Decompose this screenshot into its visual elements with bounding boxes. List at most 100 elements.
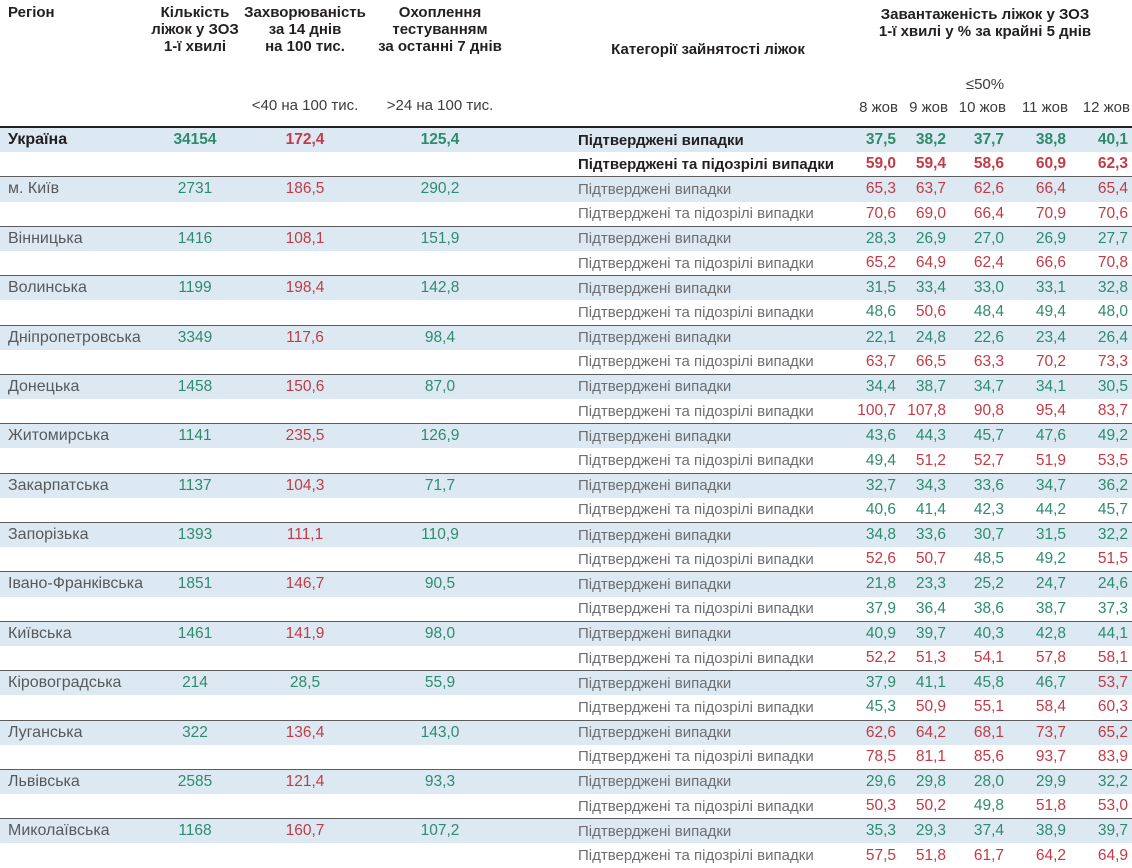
occupancy-value: 55,1	[973, 698, 1004, 716]
date-column-label: 12 жов	[1082, 99, 1130, 116]
category-label-suspected: Підтверджені та підозрілі випадки	[578, 748, 814, 766]
occupancy-value: 37,4	[973, 822, 1004, 840]
occupancy-value: 49,2	[1035, 550, 1066, 568]
suspected-row: Підтверджені та підозрілі випадки 52,6 50,…	[0, 547, 1132, 571]
category-label-confirmed: Підтверджені випадки	[578, 724, 732, 742]
occupancy-value: 50,7	[915, 550, 946, 568]
category-label-confirmed: Підтверджені випадки	[578, 131, 744, 149]
beds-value: 34154	[173, 131, 217, 149]
occupancy-value: 59,0	[865, 155, 896, 173]
occupancy-value: 29,8	[915, 772, 946, 790]
testing-value: 55,9	[424, 674, 456, 692]
region-block: Кіровоградська 214 28,5 55,9 Підтверджені ви…	[0, 670, 1132, 719]
category-label-suspected: Підтверджені та підозрілі випадки	[578, 649, 814, 667]
occupancy-value: 57,5	[865, 846, 896, 864]
region-block: Вінницька 1416 108,1 151,9 Підтверджені випа…	[0, 225, 1132, 275]
suspected-row: Підтверджені та підозрілі випадки 70,6 69,…	[0, 202, 1132, 226]
testing-value: 142,8	[420, 279, 460, 297]
occupancy-value: 41,4	[915, 500, 946, 518]
occupancy-value: 40,9	[865, 624, 896, 642]
occupancy-value: 26,4	[1097, 328, 1128, 346]
region-name: Вінницька	[8, 229, 83, 247]
confirmed-row: Дніпропетровська 3349 117,6 98,4 Підтверджен…	[0, 325, 1132, 350]
occupancy-value: 54,1	[973, 649, 1004, 667]
occupancy-value: 65,4	[1097, 180, 1128, 198]
occupancy-value: 26,9	[915, 229, 946, 247]
category-label-confirmed: Підтверджені випадки	[578, 625, 732, 643]
region-name: Дніпропетровська	[8, 328, 141, 346]
beds-value: 2731	[177, 180, 213, 198]
occupancy-value: 37,5	[865, 131, 896, 149]
occupancy-value: 62,6	[973, 180, 1004, 198]
occupancy-value: 49,4	[1035, 303, 1066, 321]
beds-value: 1168	[178, 822, 212, 840]
occupancy-value: 48,6	[865, 303, 896, 321]
date-column-label: 10 жов	[958, 99, 1006, 116]
occupancy-value: 70,2	[1035, 352, 1066, 370]
occupancy-value: 68,1	[973, 723, 1004, 741]
occupancy-value: 83,9	[1097, 747, 1128, 765]
occupancy-value: 38,7	[1035, 599, 1066, 617]
confirmed-row: Волинська 1199 198,4 142,8 Підтверджені випа…	[0, 276, 1132, 301]
occupancy-value: 37,3	[1097, 599, 1128, 617]
occupancy-value: 39,7	[915, 624, 946, 642]
beds-value: 214	[182, 674, 208, 692]
occupancy-value: 64,2	[1035, 846, 1066, 864]
suspected-row: Підтверджені та підозрілі випадки 63,7 66,…	[0, 350, 1132, 374]
confirmed-row: м. Київ 2731 186,5 290,2 Підтверджені випадк…	[0, 177, 1132, 202]
occupancy-value: 23,3	[915, 575, 946, 593]
occupancy-value: 50,9	[915, 698, 946, 716]
incidence-value: 198,4	[285, 279, 325, 297]
confirmed-row: Україна 34154 172,4 125,4 Підтверджені випад…	[0, 128, 1132, 153]
occupancy-value: 24,8	[915, 328, 946, 346]
incidence-value: 108,1	[285, 229, 325, 247]
category-label-confirmed: Підтверджені випадки	[578, 230, 732, 248]
confirmed-row: Львівська 2585 121,4 93,3 Підтверджені випад…	[0, 769, 1132, 795]
confirmed-row: Миколаївська 1168 160,7 107,2 Підтверджені в…	[0, 819, 1132, 844]
occupancy-value: 95,4	[1035, 402, 1066, 420]
header-beds: Кількість ліжок у ЗОЗ 1-ї хвилі	[151, 4, 239, 55]
category-label-suspected: Підтверджені та підозрілі випадки	[578, 303, 814, 321]
confirmed-row: Закарпатська 1137 104,3 71,7 Підтверджені ви…	[0, 473, 1132, 498]
header-incidence: Захворюваність за 14 днів на 100 тис.	[244, 4, 366, 55]
occupancy-value: 22,6	[973, 328, 1004, 346]
incidence-value: 111,1	[286, 526, 324, 544]
occupancy-value: 65,3	[865, 180, 896, 198]
testing-value: 290,2	[420, 180, 460, 198]
occupancy-value: 32,7	[865, 476, 896, 494]
suspected-row: Підтверджені та підозрілі випадки 100,7 10…	[0, 399, 1132, 423]
occupancy-value: 24,6	[1097, 575, 1128, 593]
occupancy-value: 44,3	[915, 427, 946, 445]
category-label-suspected: Підтверджені та підозрілі випадки	[578, 402, 814, 420]
occupancy-value: 34,7	[973, 377, 1004, 395]
category-label-confirmed: Підтверджені випадки	[578, 329, 732, 347]
incidence-value: 150,6	[285, 377, 325, 395]
suspected-row: Підтверджені та підозрілі випадки 45,3 50,…	[0, 695, 1132, 719]
occupancy-value: 28,0	[973, 772, 1004, 790]
suspected-row: Підтверджені та підозрілі випадки 49,4 51,…	[0, 448, 1132, 472]
incidence-value: 104,3	[285, 476, 325, 494]
region-block: Луганська 322 136,4 143,0 Підтверджені випад…	[0, 719, 1132, 769]
suspected-row: Підтверджені та підозрілі випадки 52,2 51,…	[0, 646, 1132, 670]
occupancy-value: 49,2	[1097, 427, 1128, 445]
testing-value: 87,0	[424, 377, 456, 395]
category-label-confirmed: Підтверджені випадки	[578, 575, 732, 593]
occupancy-value: 63,7	[915, 180, 946, 198]
category-label-suspected: Підтверджені та підозрілі випадки	[578, 847, 814, 865]
occupancy-value: 48,5	[973, 550, 1004, 568]
beds-value: 1393	[177, 526, 213, 544]
occupancy-value: 52,2	[865, 649, 896, 667]
occupancy-value: 40,1	[1097, 131, 1128, 149]
header-region: Регіон	[8, 4, 55, 21]
date-column-label: 11 жов	[1021, 99, 1068, 116]
occupancy-value: 35,3	[865, 822, 896, 840]
occupancy-value: 38,9	[1035, 822, 1066, 840]
occupancy-value: 30,5	[1097, 377, 1128, 395]
region-block: Івано-Франківська 1851 146,7 90,5 Підтвердже…	[0, 571, 1132, 620]
occupancy-value: 53,0	[1097, 797, 1128, 815]
occupancy-value: 29,9	[1035, 772, 1066, 790]
region-name: Кіровоградська	[8, 674, 122, 692]
occupancy-value: 49,8	[973, 797, 1004, 815]
occupancy-value: 65,2	[1097, 723, 1128, 741]
incidence-value: 28,5	[289, 674, 321, 692]
